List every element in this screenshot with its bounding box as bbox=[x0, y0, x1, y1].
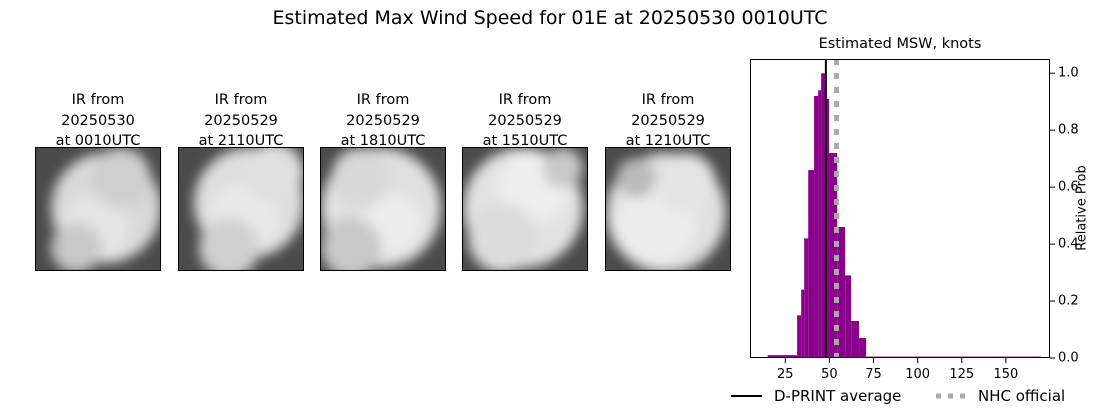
chart-title: Estimated MSW, knots bbox=[818, 36, 982, 52]
y-tick-label: 0.2 bbox=[1058, 293, 1079, 309]
ir-panel-title: IR from 20250529 at 1210UTC bbox=[585, 90, 751, 152]
ir-title-line1: IR from bbox=[356, 92, 410, 108]
legend-label-dprint: D-PRINT average bbox=[774, 387, 902, 405]
ir-panel-title: IR from 20250530 at 0010UTC bbox=[15, 90, 181, 152]
x-tick-label: 100 bbox=[905, 367, 931, 382]
histogram-bar bbox=[837, 227, 846, 358]
histogram-bar bbox=[801, 289, 805, 358]
ir-title-line2: 20250529 bbox=[631, 112, 705, 129]
histogram-bar bbox=[851, 320, 860, 358]
ir-title-line1: IR from bbox=[498, 92, 552, 108]
histogram-bar bbox=[825, 98, 830, 358]
histogram-plot bbox=[750, 59, 1055, 363]
histogram-bar bbox=[845, 275, 852, 358]
ir-satellite-image bbox=[320, 147, 446, 271]
histogram-bar bbox=[814, 96, 819, 358]
histogram-bar bbox=[808, 170, 815, 358]
ir-title-line2: 20250530 bbox=[61, 112, 135, 129]
histogram-bar bbox=[818, 90, 822, 359]
ir-title-line3: at 2110UTC bbox=[198, 133, 284, 149]
x-tick-label: 50 bbox=[821, 367, 838, 382]
legend-item-dprint: D-PRINT average bbox=[730, 386, 901, 406]
figure-title: Estimated Max Wind Speed for 01E at 2025… bbox=[272, 7, 828, 29]
x-tick-label: 150 bbox=[993, 367, 1019, 382]
x-tick-label: 125 bbox=[949, 367, 975, 382]
histogram-bar bbox=[829, 152, 838, 358]
y-axis-label: Relative Prob bbox=[1074, 165, 1090, 251]
ir-title-line1: IR from bbox=[71, 92, 125, 108]
x-tick-label: 75 bbox=[865, 367, 882, 382]
y-tick-label: 0.8 bbox=[1058, 122, 1079, 138]
histogram-bar bbox=[797, 315, 802, 358]
histogram-bar bbox=[767, 355, 798, 358]
ir-satellite-image bbox=[35, 147, 161, 271]
histogram-svg bbox=[750, 59, 1055, 363]
legend-item-nhc: NHC official bbox=[934, 386, 1065, 406]
ir-title-line3: at 1810UTC bbox=[340, 133, 426, 149]
legend-label-nhc: NHC official bbox=[978, 387, 1066, 405]
histogram-bar bbox=[821, 73, 826, 358]
histogram-bar bbox=[859, 338, 867, 358]
ir-satellite-image bbox=[178, 147, 304, 271]
ir-title-line1: IR from bbox=[641, 92, 695, 108]
y-tick-label: 0.4 bbox=[1058, 236, 1079, 252]
ir-panel-title: IR from 20250529 at 2110UTC bbox=[158, 90, 324, 152]
y-tick-label: 0.0 bbox=[1058, 350, 1079, 366]
ir-satellite-image bbox=[462, 147, 588, 271]
ir-title-line1: IR from bbox=[214, 92, 268, 108]
dotted-line-icon bbox=[934, 386, 966, 406]
ir-panel-title: IR from 20250529 at 1510UTC bbox=[442, 90, 608, 152]
x-tick-label: 25 bbox=[777, 367, 794, 382]
ir-title-line2: 20250529 bbox=[346, 112, 420, 129]
ir-title-line2: 20250529 bbox=[488, 112, 562, 129]
ir-title-line3: at 1210UTC bbox=[625, 133, 711, 149]
plot-frame bbox=[750, 59, 1050, 358]
ir-title-line2: 20250529 bbox=[204, 112, 278, 129]
ir-satellite-image bbox=[605, 147, 731, 271]
histogram-bar bbox=[804, 238, 809, 358]
ir-title-line3: at 0010UTC bbox=[55, 133, 141, 149]
ir-panel-title: IR from 20250529 at 1810UTC bbox=[300, 90, 466, 152]
y-tick-label: 1.0 bbox=[1058, 65, 1079, 81]
solid-line-icon bbox=[730, 386, 762, 406]
ir-title-line3: at 1510UTC bbox=[482, 133, 568, 149]
y-tick-label: 0.6 bbox=[1058, 179, 1079, 195]
